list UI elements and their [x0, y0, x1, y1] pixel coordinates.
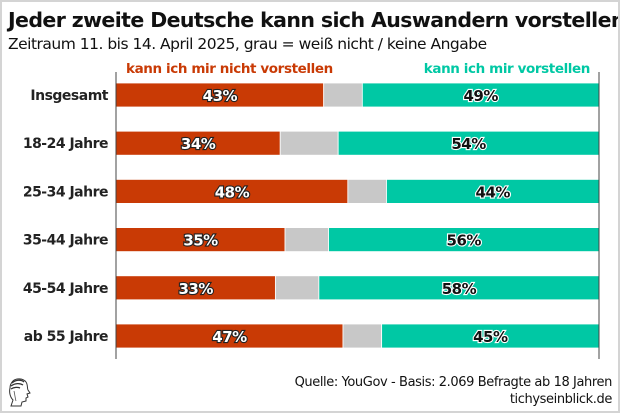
category-label: ab 55 Jahre: [24, 329, 108, 345]
chart-title: Jeder zweite Deutsche kann sich Auswande…: [8, 8, 620, 32]
data-label-not-imaginable: 34%: [181, 135, 216, 153]
data-label-imaginable: 54%: [451, 135, 486, 153]
bar-undecided: [279, 130, 339, 156]
bar-imaginable: [381, 323, 600, 349]
site-credit: tichyseinblick.de: [509, 392, 613, 407]
category-label: 18-24 Jahre: [23, 136, 108, 152]
bar-undecided: [323, 82, 363, 108]
data-label-not-imaginable: 48%: [215, 183, 250, 201]
data-label-imaginable: 58%: [442, 280, 477, 298]
bar-undecided: [342, 323, 383, 349]
classical-head-icon: [9, 378, 31, 407]
data-label-not-imaginable: 47%: [212, 328, 247, 346]
bar-undecided: [347, 178, 387, 204]
data-label-imaginable: 45%: [473, 328, 508, 346]
data-label-imaginable: 44%: [476, 183, 511, 201]
category-label: Insgesamt: [30, 88, 108, 104]
bar-imaginable: [361, 82, 600, 108]
data-label-not-imaginable: 43%: [203, 87, 238, 105]
legend-not-imaginable: kann ich mir nicht vorstellen: [126, 61, 333, 77]
bar-not-imaginable: [115, 323, 344, 349]
bar-undecided: [274, 275, 320, 301]
category-label: 45-54 Jahre: [23, 281, 108, 297]
source-note: Quelle: YouGov - Basis: 2.069 Befragte a…: [294, 374, 613, 408]
category-label: 35-44 Jahre: [23, 233, 108, 249]
source-text: Quelle: YouGov - Basis: 2.069 Befragte a…: [294, 375, 613, 390]
bar-imaginable: [386, 178, 600, 204]
bar-not-imaginable: [115, 227, 286, 253]
legend-imaginable: kann ich mir vorstellen: [423, 61, 591, 77]
chart-subtitle: Zeitraum 11. bis 14. April 2025, grau = …: [8, 35, 487, 53]
category-label: 25-34 Jahre: [23, 184, 108, 200]
bar-undecided: [284, 227, 329, 253]
data-label-not-imaginable: 33%: [178, 280, 213, 298]
bar-imaginable: [328, 227, 600, 253]
data-label-imaginable: 49%: [463, 87, 498, 105]
data-label-imaginable: 56%: [447, 232, 482, 250]
bar-not-imaginable: [115, 275, 276, 301]
data-label-not-imaginable: 35%: [183, 232, 218, 250]
